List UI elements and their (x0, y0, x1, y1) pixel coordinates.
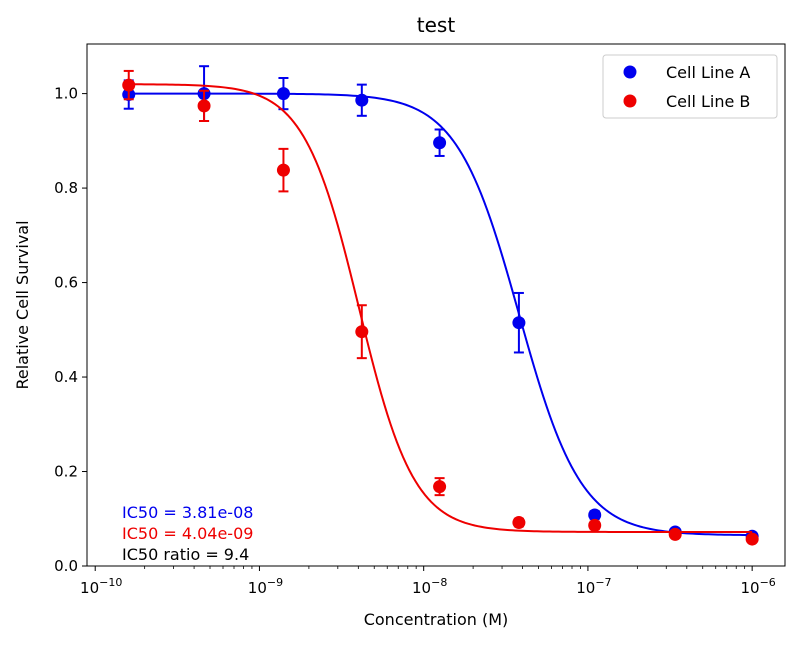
data-point-b (276, 163, 290, 177)
ic50-annotation: IC50 = 3.81e-08 (122, 503, 253, 522)
data-point-b (122, 78, 136, 92)
ic50-annotations: IC50 = 3.81e-08 IC50 = 4.04e-09 IC50 ratio… (122, 503, 253, 564)
x-axis-label: Concentration (M) (364, 610, 509, 629)
legend-label-b: Cell Line B (666, 92, 750, 111)
data-point-a (433, 136, 447, 150)
data-point-a (588, 508, 602, 522)
y-tick-label: 0.8 (54, 179, 78, 197)
x-tick-label: 10−8 (412, 576, 447, 597)
data-point-a (355, 93, 369, 107)
chart-title: test (417, 13, 456, 37)
x-tick-label: 10−7 (576, 576, 611, 597)
y-tick-label: 1.0 (54, 85, 78, 103)
y-tick-label: 0.4 (54, 368, 78, 386)
y-tick-label: 0.0 (54, 557, 78, 575)
data-point-b (668, 527, 682, 541)
data-point-a (512, 316, 526, 330)
data-point-a (276, 87, 290, 101)
axes-frame (86, 43, 786, 567)
data-point-b (197, 99, 211, 113)
y-axis-label: Relative Cell Survival (13, 220, 32, 389)
y-tick-label: 0.6 (54, 274, 78, 292)
legend-marker-b (623, 94, 637, 108)
data-point-b (745, 532, 759, 546)
ic50-annotation: IC50 = 4.04e-09 (122, 524, 253, 543)
x-tick-label: 10−6 (740, 576, 775, 597)
fit-curve-a (128, 92, 753, 537)
x-tick-label: 10−10 (80, 576, 122, 597)
x-tick-label: 10−9 (248, 576, 283, 597)
fit-curve-b (128, 83, 753, 533)
data-point-b (588, 518, 602, 532)
data-point-b (355, 325, 369, 339)
legend: Cell Line A Cell Line B (602, 54, 778, 119)
data-point-b (433, 480, 447, 494)
axis-ticks: 0.0 0.2 0.4 0.6 0.8 1.0 10−10 10−9 10−8 10−7 10−6 (54, 85, 776, 597)
ic50-annotation: IC50 ratio = 9.4 (122, 545, 249, 564)
legend-box (602, 54, 778, 119)
legend-label-a: Cell Line A (666, 63, 750, 82)
plot-area (122, 65, 759, 546)
data-point-b (512, 516, 526, 530)
legend-marker-a (623, 65, 637, 79)
y-tick-label: 0.2 (54, 463, 78, 481)
